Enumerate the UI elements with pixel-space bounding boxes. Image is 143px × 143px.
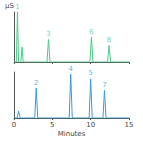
svg-text:10: 10 [86, 121, 95, 129]
svg-text:2: 2 [34, 79, 38, 87]
svg-text:8: 8 [107, 36, 111, 44]
svg-text:7: 7 [102, 81, 106, 89]
svg-text:1: 1 [15, 3, 19, 11]
svg-text:µS: µS [5, 2, 14, 10]
svg-text:6: 6 [89, 28, 94, 36]
svg-text:4: 4 [68, 65, 73, 73]
svg-text:Minutes: Minutes [58, 130, 86, 138]
svg-text:5: 5 [50, 121, 54, 129]
svg-text:0: 0 [12, 121, 16, 129]
svg-text:3: 3 [46, 30, 50, 38]
svg-text:5: 5 [88, 69, 92, 77]
svg-text:15: 15 [125, 121, 134, 129]
